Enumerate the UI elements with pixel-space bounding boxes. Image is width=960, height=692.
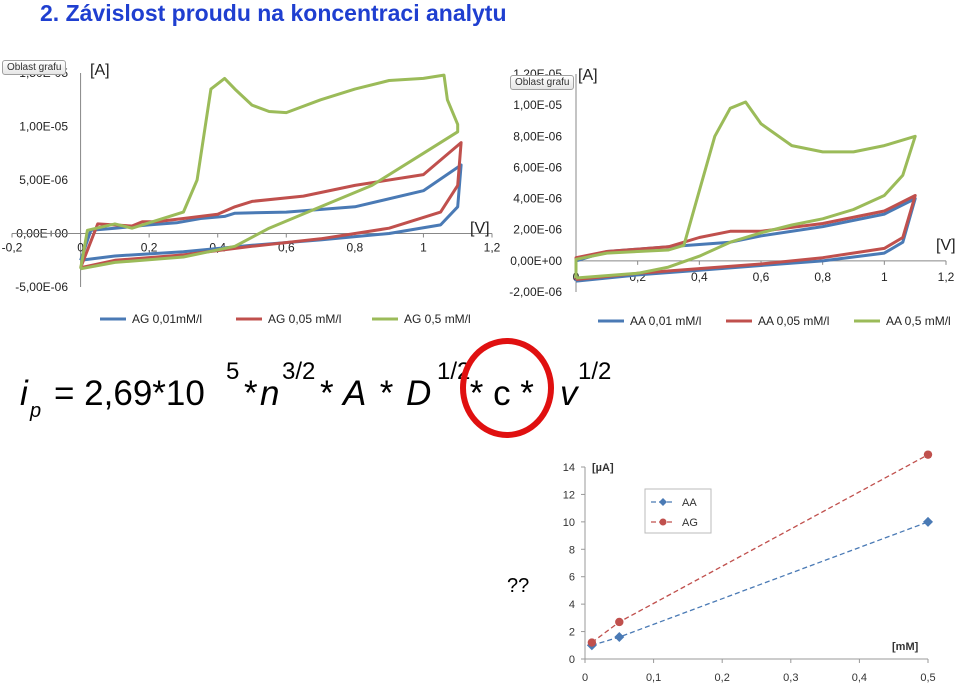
formula-exp-v: 1/2	[578, 358, 612, 385]
aa-x-tick-label: 1,2	[938, 270, 955, 284]
cal-series-line-aa	[591, 521, 929, 646]
ag-legend-label-1: AG 0,01mM/l	[132, 312, 202, 326]
cal-y-tick-label: 12	[563, 489, 575, 501]
formula-exp-5: 5	[226, 358, 240, 385]
aa-y-tick-label: 8,00E-06	[513, 129, 562, 143]
ag-x-tick-label: 1,2	[484, 241, 501, 255]
question-marks: ??	[507, 575, 530, 597]
ag-x-axis-label: [V]	[470, 220, 490, 237]
calibration-chart: 0 2 4 6 8 10 12 14 0 0,1 0,2 0,3 0,4 0,5 [µA] [mM] AA AG	[563, 450, 936, 684]
cal-legend-box	[644, 488, 712, 534]
cal-legend-label-ag: AG	[682, 517, 698, 529]
cal-point-aa	[923, 516, 933, 527]
ag-y-tick-label: 5,00E-06	[19, 173, 68, 187]
cal-legend-label-aa: AA	[682, 497, 697, 509]
cal-point-ag	[587, 638, 597, 647]
chart-area-tag-ag[interactable]: Oblast grafu	[2, 60, 67, 75]
cal-point-ag	[615, 617, 624, 627]
ag-y-tick-label: 1,00E-05	[19, 120, 68, 134]
ag-x-tick-label: 0	[77, 241, 84, 255]
page-title: 2. Závislost proudu na koncentraci analy…	[40, 0, 507, 26]
formula-star-n: *	[244, 374, 258, 413]
formula-star-a: *	[320, 374, 334, 413]
cal-x-tick-label: 0,3	[783, 672, 798, 684]
cal-y-tick-label: 4	[569, 599, 575, 611]
ag-x-tick-label: 0,2	[141, 241, 158, 255]
aa-y-tick-label: 2,00E-06	[513, 223, 562, 237]
formula-exp-n: 3/2	[282, 358, 316, 385]
aa-x-tick-label: 0,4	[691, 270, 708, 284]
formula-d: D	[406, 374, 432, 413]
cal-y-tick-label: 10	[563, 517, 575, 529]
cv-chart-aa: -2,00E-06 0,00E+00 2,00E-06 4,00E-06 6,00E-0…	[509, 67, 956, 328]
cal-legend-marker-ag	[659, 518, 667, 526]
cal-x-axis-label: [mM]	[892, 641, 919, 653]
cal-x-tick-label: 0	[582, 672, 588, 684]
aa-y-tick-label: -2,00E-06	[509, 285, 562, 299]
aa-legend-label-1: AA 0,01 mM/l	[630, 314, 701, 328]
aa-series-line-1	[574, 197, 917, 283]
formula-a: A	[343, 374, 367, 413]
aa-x-tick-label: 0,6	[753, 270, 770, 284]
formula-i: i	[20, 374, 28, 413]
cal-point-aa	[614, 632, 625, 643]
aa-y-tick-label: 0,00E+00	[510, 254, 562, 268]
aa-series-line-3	[574, 100, 917, 280]
formula-constant: = 2,69*10	[54, 374, 205, 413]
formula-v: v	[560, 374, 578, 413]
aa-legend-label-2: AA 0,05 mM/l	[758, 314, 829, 328]
cal-y-axis-label: [µA]	[592, 462, 614, 474]
aa-y-tick-label: 4,00E-06	[513, 192, 562, 206]
cal-series-line-ag	[591, 454, 929, 644]
ag-series-line-1	[79, 163, 463, 262]
cal-y-tick-label: 8	[569, 544, 575, 556]
formula-star-d: *	[370, 374, 404, 413]
cv-chart-ag: -5,00E-060,00E+005,00E-061,00E-051,50E-0…	[2, 62, 501, 326]
cal-x-tick-label: 0,5	[920, 672, 935, 684]
chart-area-tag-aa[interactable]: Oblast grafu	[510, 75, 575, 90]
ag-series-line-2	[79, 141, 463, 270]
cal-y-tick-label: 0	[569, 654, 575, 666]
aa-series-line-2	[574, 194, 917, 281]
cal-legend-marker-aa	[659, 498, 667, 506]
aa-x-axis-label: [V]	[936, 237, 956, 254]
ag-legend-label-2: AG 0,05 mM/l	[268, 312, 341, 326]
aa-legend-label-3: AA 0,5 mM/l	[886, 314, 951, 328]
ag-y-tick-label: -5,00E-06	[15, 280, 68, 294]
concentration-highlight-circle	[460, 338, 554, 438]
ag-x-tick-label: 0,8	[347, 241, 364, 255]
formula-p-subscript: p	[30, 400, 42, 422]
ag-x-tick-label: -0,2	[2, 241, 23, 255]
cal-y-tick-label: 6	[569, 572, 575, 584]
ag-series-line-3	[79, 73, 460, 271]
aa-y-tick-label: 1,00E-05	[513, 98, 562, 112]
cal-x-tick-label: 0,4	[852, 672, 867, 684]
ag-legend-label-3: AG 0,5 mM/l	[404, 312, 471, 326]
cal-y-tick-label: 2	[569, 627, 575, 639]
aa-y-axis-label: [A]	[578, 67, 598, 84]
peak-current-formula: i p = 2,69*10 5 * n 3/2 * A * D 1/2 * c …	[20, 352, 660, 442]
aa-x-tick-label: 0,8	[814, 270, 831, 284]
ag-x-tick-label: 1	[420, 241, 427, 255]
cal-y-tick-label: 14	[563, 462, 575, 474]
ag-y-axis-label: [A]	[90, 62, 110, 79]
cal-point-ag	[923, 450, 933, 459]
formula-n: n	[260, 374, 280, 413]
cal-x-tick-label: 0,2	[715, 672, 730, 684]
cal-x-tick-label: 0,1	[646, 672, 661, 684]
aa-y-tick-label: 6,00E-06	[513, 160, 562, 174]
aa-x-tick-label: 1	[881, 270, 888, 284]
